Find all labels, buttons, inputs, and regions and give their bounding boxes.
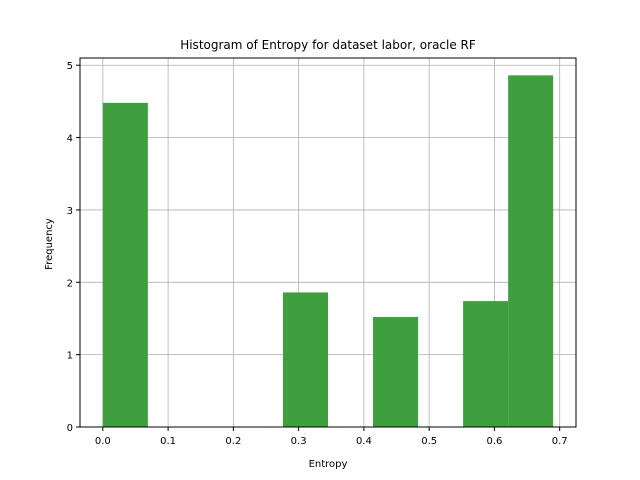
y-tick-label: 4 [67,134,73,145]
histogram-bar [373,317,419,427]
axes-frame [79,57,577,428]
y-tick-label: 0 [67,423,73,434]
chart-title: Histogram of Entropy for dataset labor, … [180,38,476,52]
histogram-bar [282,292,328,427]
histogram-bar [463,301,509,427]
x-axis-ticks: 0.0 0.1 0.2 0.3 0.4 0.5 0.6 0.7 [95,427,568,447]
bars [102,75,554,427]
x-tick-label: 0.4 [356,436,372,447]
y-axis-label: Frequency [44,218,55,270]
x-tick-label: 0.7 [552,436,568,447]
histogram-bar [508,75,554,427]
y-axis-ticks: 0 1 2 3 4 5 [67,61,80,434]
y-tick-label: 3 [67,206,73,217]
y-tick-label: 2 [67,278,73,289]
histogram-bar [102,102,148,427]
x-tick-label: 0.2 [225,436,241,447]
x-axis-label: Entropy [309,459,348,470]
x-tick-label: 0.3 [291,436,307,447]
y-tick-label: 5 [67,61,73,72]
y-tick-label: 1 [67,351,73,362]
x-tick-label: 0.1 [160,436,176,447]
x-tick-label: 0.6 [486,436,502,447]
x-tick-label: 0.0 [95,436,111,447]
x-tick-label: 0.5 [421,436,437,447]
